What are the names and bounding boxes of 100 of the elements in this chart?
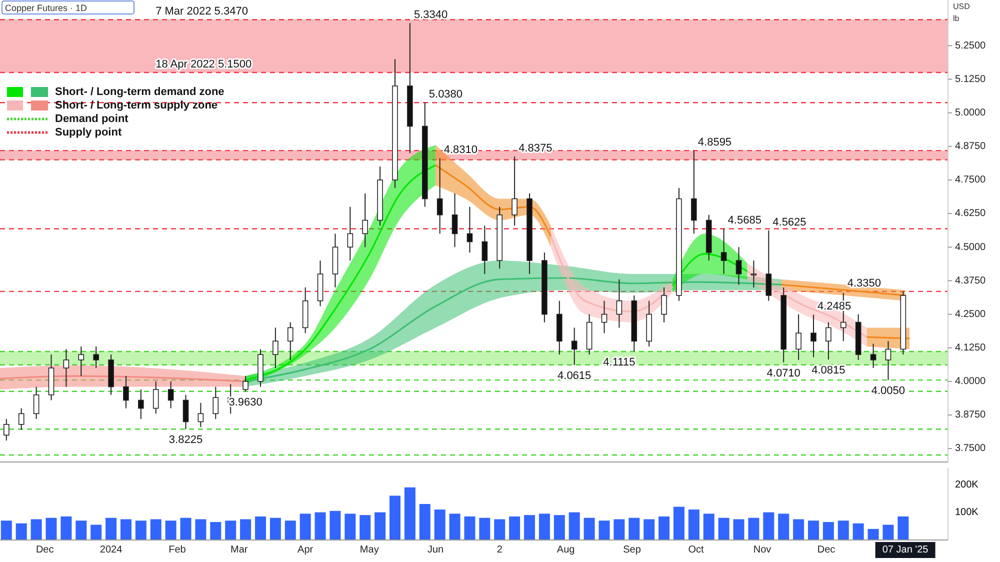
bar <box>868 528 879 540</box>
annotation: 5.0380 <box>428 88 463 101</box>
y-tick-label: 5.2500 <box>955 40 986 52</box>
y-tick-label: 4.8750 <box>955 141 986 152</box>
y-tick-label: 5.1250 <box>955 74 986 85</box>
candlestick <box>287 322 294 360</box>
candlestick <box>466 206 473 253</box>
bar <box>524 515 536 540</box>
annotation: 18 Apr 2022 5.1500 <box>156 58 252 71</box>
bar <box>614 519 625 540</box>
candlestick <box>826 322 832 360</box>
bar <box>822 522 834 540</box>
bar <box>120 519 132 540</box>
bar <box>254 516 266 540</box>
bar <box>60 516 72 540</box>
annotation: 4.5685 <box>728 214 762 227</box>
candlestick <box>885 340 892 381</box>
bar <box>165 520 176 540</box>
candlestick <box>661 286 667 323</box>
bar <box>464 516 476 540</box>
y-tick-label: 100K <box>955 506 979 518</box>
x-tick-label: Feb <box>168 544 186 556</box>
candlestick <box>242 376 248 392</box>
candlestick <box>18 408 24 430</box>
bar <box>46 518 57 540</box>
bar <box>568 512 580 540</box>
candlestick <box>766 230 772 302</box>
annotation: 4.0050 <box>871 385 906 398</box>
bar <box>314 512 326 540</box>
x-tick-label: Oct <box>688 544 704 556</box>
bar <box>733 519 744 540</box>
candlestick <box>182 394 189 430</box>
bar <box>344 514 356 540</box>
annotation: Demand point <box>55 112 129 125</box>
candlestick <box>4 418 10 442</box>
bar <box>225 520 236 540</box>
candlestick <box>512 156 518 226</box>
bar <box>838 520 849 540</box>
bar <box>16 523 27 540</box>
candlestick <box>168 380 174 409</box>
candlestick <box>93 346 99 368</box>
y-tick-label: 4.0000 <box>955 376 986 388</box>
bar <box>703 514 714 540</box>
annotation: 4.8375 <box>518 142 552 154</box>
annotation: 4.3350 <box>847 277 882 290</box>
bar <box>419 504 430 540</box>
bar <box>778 514 790 540</box>
candlestick <box>796 314 802 360</box>
bar <box>554 515 565 540</box>
y-tick-label: 3.8750 <box>955 410 986 421</box>
bar <box>628 518 640 540</box>
bar <box>449 514 460 540</box>
y-tick-label: 200K <box>955 479 979 490</box>
bar <box>763 512 774 540</box>
x-tick-label: 2 <box>496 544 503 556</box>
x-tick-label: Sep <box>623 544 642 556</box>
x-tick-label: 07 Jan '25 <box>882 544 929 556</box>
bar <box>150 519 162 540</box>
line-series <box>434 164 552 238</box>
candlestick <box>736 246 742 286</box>
candlestick <box>691 150 697 234</box>
x-tick-label: May <box>360 544 379 556</box>
candlestick <box>720 228 727 274</box>
y-tick-label: 3.7500 <box>955 443 986 454</box>
x-tick-label: Jun <box>428 544 444 556</box>
candlestick <box>362 192 368 248</box>
candlestick <box>138 388 144 420</box>
bar <box>404 487 416 540</box>
x-tick-label: Nov <box>753 544 772 556</box>
candlestick <box>750 260 757 288</box>
candlestick <box>123 376 129 409</box>
bar <box>688 510 700 540</box>
bar <box>330 510 341 540</box>
text: lb <box>953 14 960 23</box>
bar <box>538 514 550 540</box>
bar <box>374 512 386 540</box>
annotation: Short- / Long-term demand zone <box>55 86 224 98</box>
annotation: 4.5625 <box>772 216 806 228</box>
bar <box>390 496 400 540</box>
y-tick-label: 4.3750 <box>955 275 986 286</box>
bar <box>270 518 281 540</box>
x-tick-label: Aug <box>556 544 575 556</box>
annotation: Short- / Long-term supply zone <box>55 99 218 112</box>
bar <box>210 522 222 540</box>
candlestick <box>347 206 354 262</box>
annotation: 4.0615 <box>558 370 592 382</box>
x-tick-label: Dec <box>36 544 54 556</box>
annotation: 4.8310 <box>444 144 478 156</box>
candlestick <box>33 386 40 420</box>
candlestick <box>63 348 70 388</box>
bar <box>284 520 296 540</box>
bar <box>748 518 760 540</box>
bar <box>718 518 730 540</box>
bar <box>0 520 12 540</box>
bar <box>852 523 864 540</box>
annotation: 4.0710 <box>766 367 800 380</box>
candlestick <box>601 300 608 334</box>
bar <box>434 510 446 540</box>
bar <box>673 506 684 540</box>
bar <box>195 519 206 540</box>
